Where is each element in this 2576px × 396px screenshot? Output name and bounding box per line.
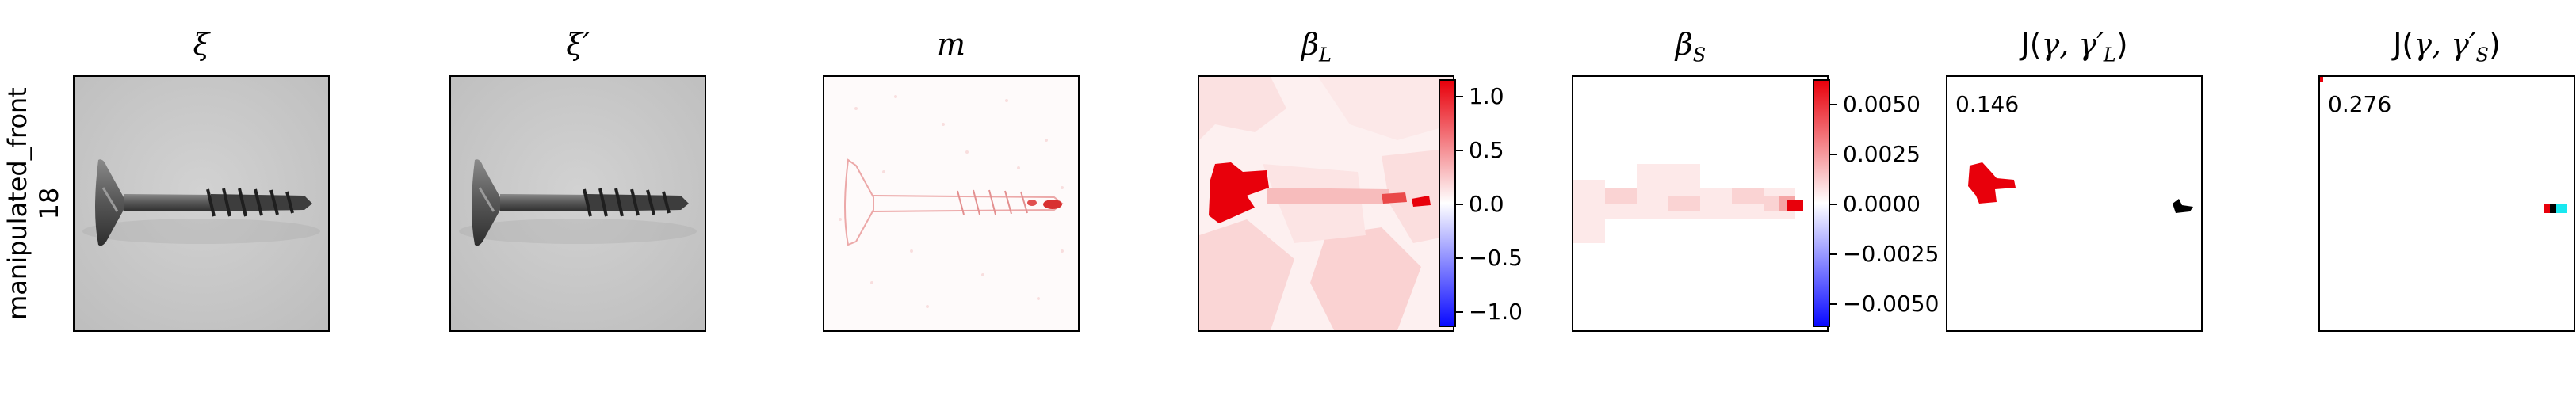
title-j-l: J(γ, γ′L) (2020, 27, 2128, 67)
score-j-s: 0.276 (2328, 91, 2392, 117)
beta-s-heatmap (1573, 77, 1827, 330)
screw-image (75, 77, 328, 330)
panel-xi (73, 75, 330, 332)
row-label: manipulated_front 18 (2, 75, 65, 332)
panel-beta-l (1198, 75, 1454, 332)
title-xi-prime: ξ′ (566, 27, 590, 62)
j-s-overlay (2320, 77, 2567, 213)
screw-image-manipulated (451, 77, 705, 330)
panel-j-s: 0.276 (2318, 75, 2575, 332)
score-j-l: 0.146 (1955, 91, 2020, 117)
title-j-s: J(γ, γ′S) (2393, 27, 2501, 67)
panel-j-l: 0.146 (1946, 75, 2203, 332)
row-label-name: manipulated_front (2, 87, 32, 320)
title-m: m (936, 27, 966, 62)
row-label-index: 18 (34, 187, 64, 220)
title-beta-l: βL (1301, 27, 1332, 67)
j-l-overlay (1968, 162, 2193, 213)
title-beta-s: βS (1675, 27, 1707, 67)
colorbar-beta-s: 0.0050 0.0025 0.0000 −0.0025 −0.0050 (1813, 79, 1939, 327)
mask-image (824, 77, 1078, 330)
panel-xi-prime (449, 75, 706, 332)
beta-l-heatmap (1199, 77, 1453, 330)
colorbar-beta-l: 1.0 0.5 0.0 −0.5 −1.0 (1439, 79, 1523, 327)
title-xi: ξ (193, 27, 210, 62)
panel-m (823, 75, 1080, 332)
panel-beta-s (1572, 75, 1829, 332)
